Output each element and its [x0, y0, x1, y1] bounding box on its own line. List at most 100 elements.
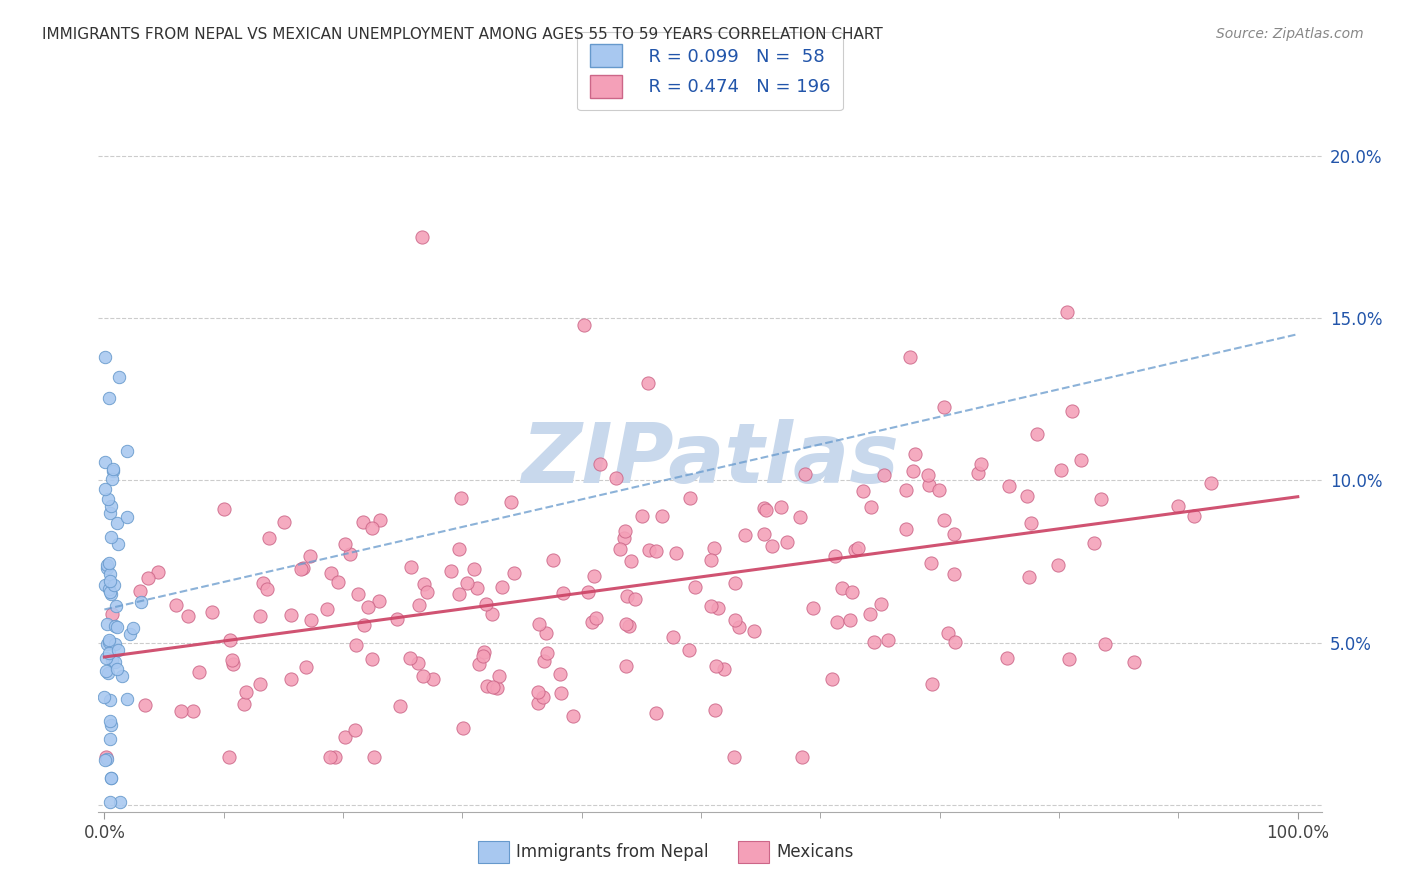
Point [1046, 558, 1069, 573]
Point [1026, 426, 1049, 441]
Point [998, 479, 1021, 493]
Point [839, 613, 862, 627]
Point [920, 556, 942, 570]
Point [613, 531, 636, 545]
Point [93, 690, 115, 705]
Point [541, 552, 564, 566]
Point [894, 483, 917, 497]
Point [679, 491, 702, 505]
Point [644, 544, 666, 558]
Point [249, 677, 271, 691]
Point [105, 662, 128, 676]
Point [533, 655, 555, 669]
Point [98, 391, 121, 405]
Point [103, 577, 125, 591]
Point [1049, 463, 1071, 477]
Point [934, 401, 956, 415]
Point [467, 657, 489, 672]
Point [319, 749, 342, 764]
Point [501, 495, 523, 509]
Point [728, 620, 751, 634]
Point [96, 749, 118, 764]
Point [447, 541, 470, 556]
Point [896, 523, 918, 537]
Point [793, 467, 815, 482]
Point [104, 637, 127, 651]
Point [344, 638, 367, 652]
Point [218, 632, 240, 647]
Point [616, 590, 638, 604]
Point [614, 524, 637, 538]
Point [115, 510, 138, 524]
Point [411, 230, 433, 244]
Point [724, 613, 747, 627]
Point [825, 615, 848, 629]
Point [761, 540, 783, 554]
Point [620, 554, 643, 568]
Point [165, 599, 187, 613]
Point [790, 749, 813, 764]
Point [928, 483, 950, 498]
Point [280, 673, 302, 687]
Point [582, 569, 605, 583]
Point [585, 610, 607, 624]
Point [97, 633, 120, 648]
Point [129, 595, 152, 609]
Point [1094, 636, 1116, 650]
Point [1059, 652, 1081, 666]
Point [869, 597, 891, 611]
Point [399, 559, 422, 574]
Point [316, 602, 339, 616]
Point [98, 574, 121, 588]
Point [966, 466, 988, 480]
Point [291, 560, 314, 574]
Point [485, 681, 508, 696]
Point [170, 704, 193, 718]
Point [472, 649, 495, 664]
Point [713, 663, 735, 677]
Point [704, 703, 727, 717]
Point [614, 616, 637, 631]
Point [921, 677, 943, 691]
Point [755, 503, 778, 517]
Point [100, 771, 122, 785]
Point [589, 458, 612, 472]
Point [527, 617, 550, 632]
Point [212, 502, 235, 516]
Point [624, 591, 647, 606]
Point [134, 698, 156, 712]
Point [707, 601, 730, 615]
Point [700, 599, 723, 614]
Point [408, 656, 430, 670]
Point [122, 621, 145, 635]
Point [408, 598, 430, 612]
Point [232, 697, 254, 711]
Point [704, 658, 727, 673]
Point [299, 613, 322, 627]
Point [94, 455, 117, 469]
Point [824, 549, 846, 564]
Point [98, 714, 121, 728]
Point [551, 586, 574, 600]
Point [93, 753, 115, 767]
Point [235, 685, 257, 699]
Point [637, 376, 659, 390]
Point [108, 369, 131, 384]
Point [752, 527, 775, 541]
Point [491, 580, 513, 594]
Point [129, 584, 152, 599]
Point [94, 651, 117, 665]
Point [617, 619, 640, 633]
Point [527, 685, 550, 699]
Point [1056, 304, 1078, 318]
Point [481, 607, 503, 621]
Point [860, 500, 883, 514]
Point [917, 467, 939, 482]
Point [361, 521, 384, 535]
Point [562, 709, 585, 723]
Point [97, 492, 120, 507]
Point [789, 509, 811, 524]
Point [108, 795, 131, 809]
Point [936, 625, 959, 640]
Point [252, 576, 274, 591]
